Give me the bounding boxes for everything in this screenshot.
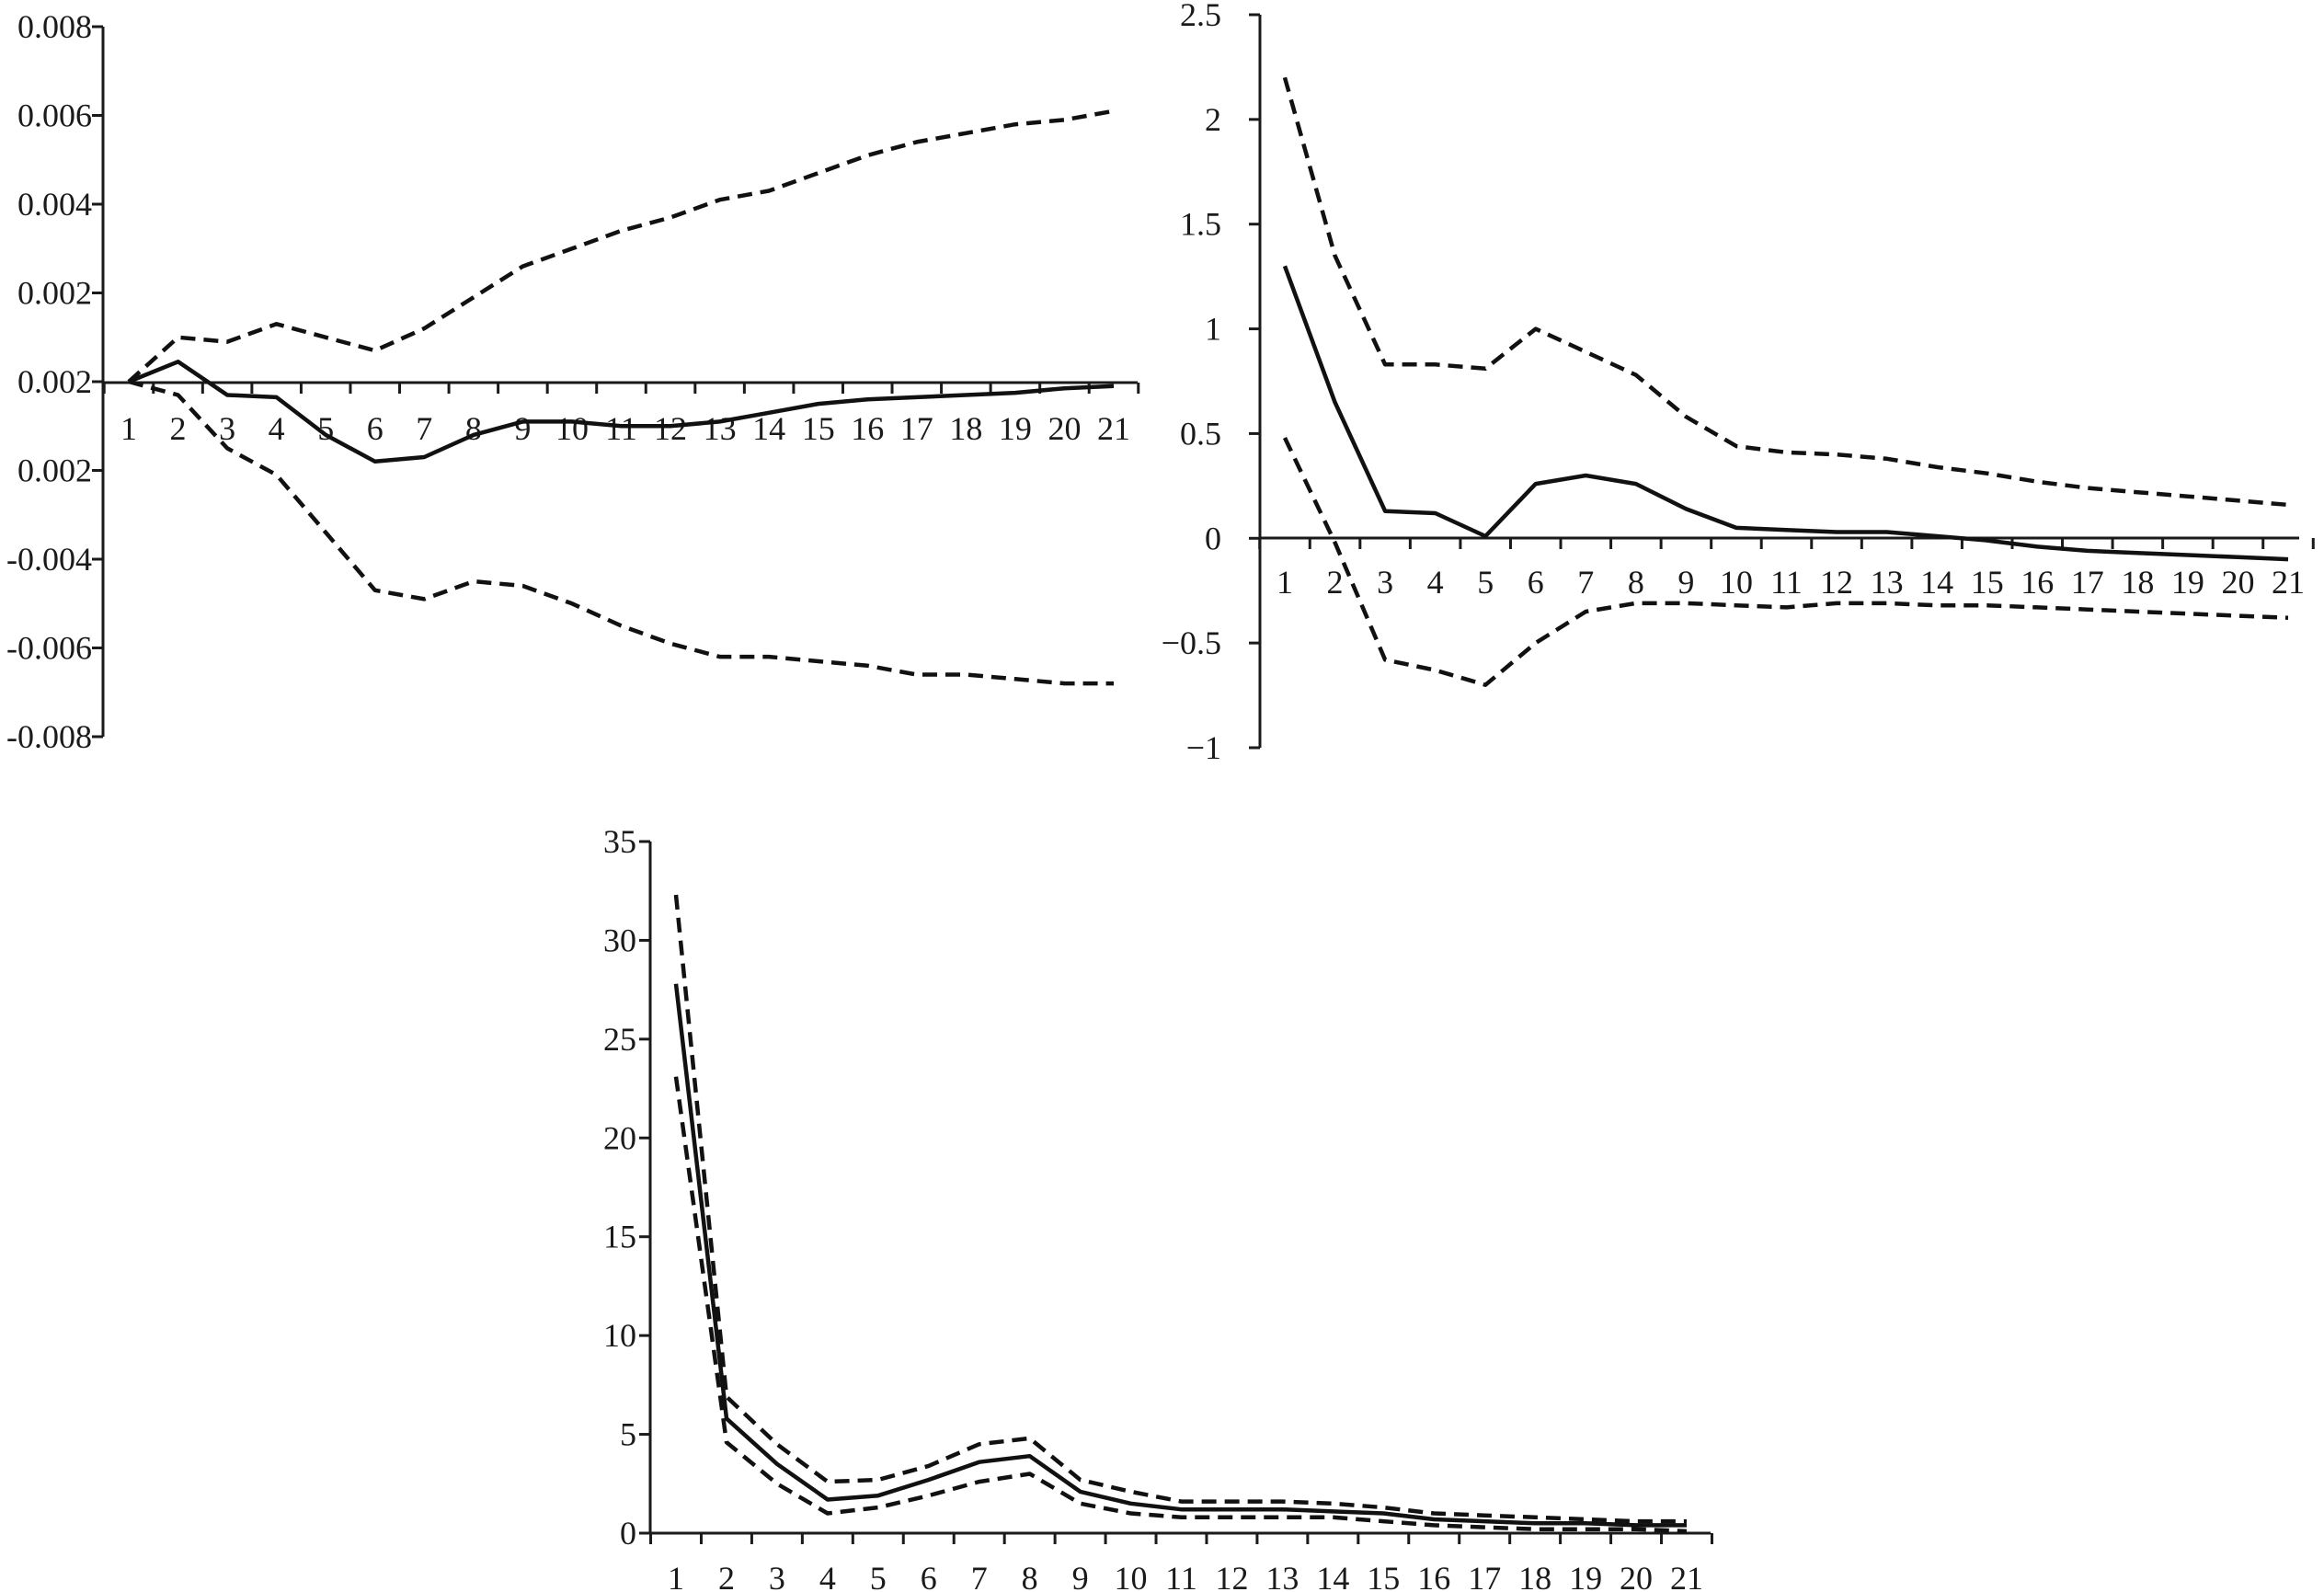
x-tick-label: 6	[921, 1560, 937, 1592]
x-tick-label: 2	[718, 1560, 735, 1592]
x-tick-label: 2	[170, 410, 187, 447]
x-tick-label: 11	[1770, 564, 1803, 601]
x-tick-label: 8	[1022, 1560, 1038, 1592]
x-tick-label: 7	[1577, 564, 1594, 601]
x-tick-label: 9	[514, 410, 531, 447]
x-tick-label: 8	[1628, 564, 1644, 601]
y-tick-label: 0.5	[1180, 415, 1221, 452]
y-tick-label: 1	[1205, 311, 1221, 348]
x-tick-label: 10	[555, 410, 589, 447]
series-line-confidence-band	[1282, 437, 2289, 687]
x-tick-label: 15	[1971, 564, 2004, 601]
y-tick-label: 0.008	[17, 8, 92, 45]
x-tick-label: 4	[819, 1560, 836, 1592]
x-tick-label: 17	[1468, 1560, 1501, 1592]
y-tick-label: 0.004	[17, 186, 92, 223]
y-tick-label: -0.006	[6, 630, 92, 667]
y-tick-label: -0.004	[6, 541, 92, 578]
series-line-confidence-band	[673, 1076, 1688, 1534]
y-tick-label: 35	[603, 823, 636, 860]
y-tick-label: 10	[603, 1317, 636, 1354]
x-tick-label: 9	[1072, 1560, 1089, 1592]
y-tick-label: 0.002	[17, 452, 92, 489]
x-tick-label: 15	[802, 410, 835, 447]
y-tick-label: 2	[1205, 101, 1221, 138]
x-tick-label: 6	[1528, 564, 1544, 601]
x-tick-label: 21	[1670, 1560, 1703, 1592]
x-tick-label: 18	[949, 410, 982, 447]
series-line-confidence-band	[673, 894, 1687, 1524]
x-tick-label: 20	[2221, 564, 2254, 601]
x-tick-label: 15	[1367, 1560, 1400, 1592]
x-tick-label: 3	[1377, 564, 1393, 601]
y-tick-label: 0	[1205, 520, 1221, 556]
x-tick-label: 8	[465, 410, 482, 447]
x-tick-label: 13	[1265, 1560, 1299, 1592]
x-tick-label: 3	[219, 410, 235, 447]
x-tick-label: 12	[1820, 564, 1853, 601]
x-tick-label: 16	[2021, 564, 2054, 601]
x-tick-label: 7	[971, 1560, 988, 1592]
y-tick-label: 5	[620, 1416, 636, 1453]
x-tick-label: 16	[1417, 1560, 1450, 1592]
x-tick-label: 11	[605, 410, 637, 447]
x-tick-label: 12	[654, 410, 687, 447]
x-tick-label: 1	[668, 1560, 684, 1592]
x-tick-label: 18	[1518, 1560, 1551, 1592]
chart-panel-top-left: -0.008 -0.006 -0.004 0.002 0.002 0.002 0.004 0.…	[6, 8, 1140, 755]
series-line-estimate	[673, 983, 1687, 1528]
x-tick-label: 17	[900, 410, 933, 447]
x-tick-label: 12	[1215, 1560, 1248, 1592]
chart-panel-top-right: −1−0.500.511.522.51 2 3 4 5 6 7 8 9 10 11 12 13 14 15 1…	[1162, 0, 2315, 766]
y-tick-label: 20	[603, 1119, 636, 1156]
series-line-confidence-band	[1282, 76, 2289, 508]
x-tick-label: 20	[1048, 410, 1081, 447]
y-tick-label: 25	[603, 1021, 636, 1058]
x-tick-label: 11	[1165, 1560, 1197, 1592]
x-tick-label: 5	[870, 1560, 887, 1592]
x-tick-label: 13	[704, 410, 737, 447]
x-tick-label: 18	[2121, 564, 2154, 601]
y-tick-label: 0	[620, 1515, 636, 1552]
x-tick-label: 2	[1327, 564, 1344, 601]
y-tick-label: 2.5	[1180, 0, 1221, 33]
x-tick-label: 16	[851, 410, 884, 447]
x-tick-label: 19	[1569, 1560, 1602, 1592]
x-tick-label: 10	[1720, 564, 1753, 601]
x-tick-label: 14	[1920, 564, 1953, 601]
x-tick-label: 14	[1316, 1560, 1349, 1592]
x-tick-label: 20	[1620, 1560, 1653, 1592]
y-tick-label: −0.5	[1162, 624, 1221, 661]
y-tick-label: 1.5	[1180, 206, 1221, 243]
x-tick-label: 21	[1097, 410, 1130, 447]
x-tick-label: 7	[416, 410, 432, 447]
y-tick-label: 15	[603, 1219, 636, 1255]
series-line-confidence-band	[128, 379, 1114, 686]
x-tick-label: 5	[1477, 564, 1494, 601]
x-tick-label: 17	[2071, 564, 2104, 601]
y-tick-label: 0.006	[17, 97, 92, 134]
x-tick-label: 19	[999, 410, 1032, 447]
x-tick-label: 9	[1677, 564, 1694, 601]
series-line-estimate	[1282, 265, 2289, 562]
y-tick-label: -0.008	[6, 718, 92, 755]
y-tick-label: 30	[603, 922, 636, 958]
x-tick-label: 10	[1115, 1560, 1148, 1592]
x-tick-label: 4	[1427, 564, 1444, 601]
y-tick-label: 0.002	[17, 275, 92, 312]
series-line-estimate	[128, 360, 1115, 464]
x-tick-label: 13	[1871, 564, 1904, 601]
x-tick-label: 6	[367, 410, 384, 447]
x-tick-label: 21	[2272, 564, 2305, 601]
series-line-confidence-band	[127, 109, 1115, 384]
x-tick-label: 19	[2171, 564, 2204, 601]
x-tick-label: 4	[269, 410, 285, 447]
x-tick-label: 3	[769, 1560, 785, 1592]
x-tick-label: 1	[120, 410, 137, 447]
y-tick-label: −1	[1186, 729, 1221, 766]
y-tick-label: 0.002	[17, 363, 92, 400]
x-tick-label: 1	[1276, 564, 1293, 601]
